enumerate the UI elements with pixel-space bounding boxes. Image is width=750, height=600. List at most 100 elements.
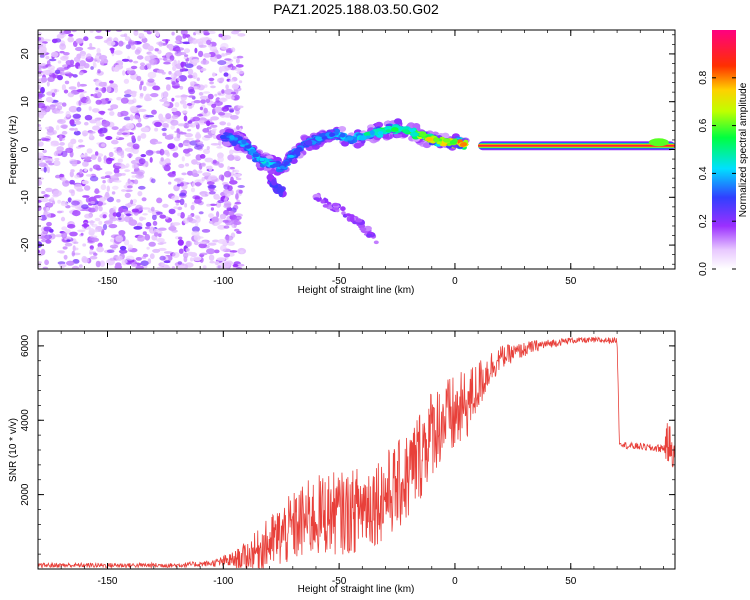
heatmap-track-blob — [244, 144, 252, 149]
heatmap-noise-blob — [131, 263, 138, 267]
heatmap-noise-blob — [192, 72, 198, 80]
heatmap-noise-blob — [42, 266, 48, 269]
heatmap-noise-blob — [138, 185, 146, 190]
heatmap-xlabel: Height of straight line (km) — [298, 285, 415, 296]
x-tick-label: 0 — [452, 276, 458, 287]
heatmap-noise-blob — [139, 65, 146, 70]
heatmap-noise-blob — [101, 120, 111, 127]
heatmap-noise-blob — [137, 235, 146, 242]
heatmap-track-blob — [279, 165, 285, 169]
heatmap-noise-blob — [108, 151, 114, 158]
heatmap-noise-blob — [120, 97, 129, 104]
heatmap-noise-blob — [94, 35, 104, 40]
heatmap-noise-blob — [109, 244, 119, 249]
heatmap-noise-blob — [132, 143, 140, 150]
heatmap-noise-blob — [116, 131, 123, 136]
heatmap-noise-blob — [46, 207, 50, 212]
heatmap-noise-blob — [230, 96, 235, 100]
heatmap-noise-blob — [198, 211, 204, 215]
heatmap-noise-blob — [182, 41, 191, 45]
heatmap-noise-blob — [187, 170, 194, 176]
heatmap-noise-blob — [183, 148, 190, 154]
heatmap-noise-blob — [224, 58, 232, 61]
heatmap-noise-blob — [233, 56, 237, 60]
heatmap-noise-blob — [116, 150, 125, 156]
heatmap-noise-blob — [125, 262, 132, 265]
heatmap-noise-blob — [184, 152, 191, 157]
heatmap-noise-blob — [161, 103, 170, 107]
heatmap-noise-blob — [162, 132, 167, 137]
heatmap-noise-blob — [154, 121, 162, 127]
heatmap-noise-blob — [220, 245, 227, 252]
heatmap-noise-blob — [202, 172, 212, 177]
heatmap-noise-blob — [127, 244, 133, 250]
heatmap-noise-blob — [221, 174, 225, 182]
heatmap-noise-blob — [195, 139, 201, 143]
heatmap-noise-blob — [73, 241, 79, 244]
heatmap-noise-blob — [154, 48, 159, 52]
heatmap-noise-blob — [97, 242, 103, 248]
heatmap-noise-blob — [68, 86, 77, 90]
heatmap-noise-blob — [111, 126, 119, 131]
heatmap-noise-blob — [131, 135, 136, 141]
heatmap-noise-blob — [182, 67, 186, 71]
heatmap-noise-blob — [136, 75, 142, 82]
heatmap-noise-blob — [102, 223, 108, 231]
heatmap-noise-blob — [190, 257, 194, 262]
heatmap-noise-blob — [237, 185, 245, 188]
heatmap-noise-blob — [184, 163, 190, 167]
colorbar-gradient — [712, 30, 736, 269]
heatmap-noise-blob — [178, 75, 187, 82]
heatmap-noise-blob — [164, 158, 171, 164]
heatmap-track-blob — [229, 135, 235, 140]
heatmap-track-blob — [394, 118, 402, 125]
heatmap-noise-blob — [234, 68, 242, 71]
heatmap-noise-blob — [38, 141, 44, 147]
heatmap-noise-blob — [235, 177, 242, 181]
heatmap-noise-blob — [61, 150, 68, 158]
heatmap-track-blob — [648, 138, 669, 147]
heatmap-noise-blob — [44, 202, 54, 208]
heatmap-noise-blob — [203, 107, 208, 114]
heatmap-noise-blob — [116, 96, 122, 101]
heatmap-noise-blob — [170, 119, 179, 126]
heatmap-noise-blob — [137, 135, 142, 142]
heatmap-noise-blob — [223, 35, 231, 40]
heatmap-track-blob — [252, 153, 260, 158]
heatmap-noise-blob — [200, 59, 210, 65]
heatmap-noise-blob — [47, 65, 56, 70]
heatmap-noise-blob — [83, 36, 89, 42]
heatmap-noise-blob — [96, 47, 101, 55]
heatmap-noise-blob — [99, 196, 106, 202]
heatmap-noise-blob — [202, 127, 210, 133]
heatmap-noise-blob — [198, 241, 207, 244]
heatmap-noise-blob — [129, 90, 138, 95]
heatmap-noise-blob — [195, 181, 202, 187]
y-tick-label: 2000 — [20, 483, 31, 506]
heatmap-noise-blob — [112, 206, 117, 211]
heatmap-noise-blob — [217, 224, 227, 230]
heatmap-noise-blob — [135, 171, 143, 175]
heatmap-noise-blob — [177, 265, 185, 269]
heatmap-noise-blob — [84, 213, 93, 219]
heatmap-noise-blob — [236, 70, 245, 75]
heatmap-noise-blob — [126, 185, 133, 189]
heatmap-noise-blob — [73, 130, 81, 136]
heatmap-noise-blob — [105, 157, 113, 165]
heatmap-noise-blob — [207, 93, 214, 100]
heatmap-noise-blob — [110, 104, 119, 110]
heatmap-noise-blob — [40, 248, 46, 256]
heatmap-noise-blob — [106, 40, 116, 47]
heatmap-noise-blob — [127, 69, 131, 74]
heatmap-noise-blob — [196, 170, 203, 174]
heatmap-noise-blob — [59, 134, 63, 142]
heatmap-noise-blob — [170, 125, 175, 130]
heatmap-noise-blob — [85, 174, 93, 177]
heatmap-noise-blob — [156, 266, 165, 269]
heatmap-noise-blob — [124, 192, 131, 198]
heatmap-noise-blob — [154, 127, 159, 132]
heatmap-noise-blob — [229, 166, 236, 170]
heatmap-noise-blob — [151, 178, 156, 184]
heatmap-noise-blob — [212, 159, 217, 164]
heatmap-noise-blob — [180, 99, 185, 105]
